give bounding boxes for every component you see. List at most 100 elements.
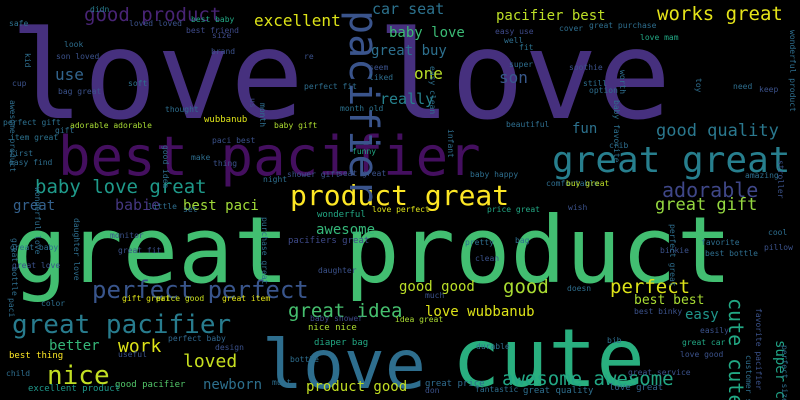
word-make: make bbox=[191, 153, 210, 162]
word-us: us bbox=[248, 98, 257, 108]
word-purchase-great: purchase great bbox=[260, 217, 269, 285]
word-gift: gift bbox=[55, 126, 74, 135]
word-amazing: amazing bbox=[745, 171, 779, 180]
word-item-great: item great bbox=[10, 133, 58, 142]
word-nice: nice bbox=[47, 361, 110, 391]
word-great-great: great great bbox=[552, 140, 790, 181]
word-worth: worth bbox=[618, 70, 627, 94]
word-perfect-gift: perfect gift bbox=[3, 118, 61, 127]
word-comfortable: comfortable bbox=[546, 179, 599, 188]
word-great-quality: great quality bbox=[523, 386, 594, 396]
word-toy: toy bbox=[694, 78, 703, 93]
word-wonderful-product: wonderful product bbox=[788, 30, 797, 112]
word-much: much bbox=[425, 291, 444, 300]
word-fantastic: fantastic bbox=[475, 385, 519, 394]
word-stroller: stroller bbox=[776, 160, 785, 199]
word-awesome: awesome bbox=[316, 222, 375, 238]
word-wubbanub: wubbanub bbox=[204, 115, 247, 125]
word-diaper-bag: diaper bag bbox=[314, 338, 368, 348]
word-great-buy: great buy bbox=[371, 43, 447, 59]
word-excellent-product: excellent product bbox=[28, 384, 120, 394]
word-cup: cup bbox=[12, 79, 27, 88]
word-newborn: newborn bbox=[203, 377, 262, 393]
word-great-gift: great gift bbox=[655, 195, 757, 215]
word-funny: funny bbox=[352, 147, 376, 156]
word-color: color bbox=[41, 299, 65, 308]
word-pacifier-best: pacifier best bbox=[496, 8, 606, 24]
word-son-loved: son loved bbox=[56, 52, 100, 61]
word-daughter-love: daughter love bbox=[72, 218, 81, 281]
word-pacifiers-great: pacifiers great bbox=[288, 236, 369, 246]
word-best-friend: best friend bbox=[186, 26, 239, 35]
word-best-binky: best binky bbox=[634, 307, 682, 316]
word-love-great: love great bbox=[609, 383, 663, 393]
word-cover: cover bbox=[559, 24, 583, 33]
word-beautiful: beautiful bbox=[506, 120, 550, 129]
word-awesome-awesome: awesome awesome bbox=[502, 368, 674, 390]
word-baby-gift: baby gift bbox=[274, 121, 318, 130]
word-perfect: perfect bbox=[610, 276, 690, 298]
word-good-quality: good quality bbox=[656, 121, 779, 141]
word-useful: useful bbox=[118, 350, 147, 359]
word-easy-clean: easy clean bbox=[428, 66, 437, 114]
word-great-idea: great idea bbox=[288, 300, 402, 322]
word-one: one bbox=[414, 64, 443, 83]
word-excellent: excellent bbox=[254, 11, 341, 30]
word-binkie: binkie bbox=[660, 246, 689, 255]
word-thought: thought bbox=[165, 105, 199, 114]
word-great-item: great item bbox=[222, 294, 270, 303]
word-great-bottle: great bottle bbox=[10, 238, 19, 296]
word-best-bottle: best bottle bbox=[705, 249, 758, 258]
word-perfect-great: perfect great bbox=[668, 224, 677, 287]
word-infant: infant bbox=[446, 129, 455, 158]
word-great-car: great car bbox=[682, 338, 726, 347]
word-perfect-size: perfect size bbox=[780, 345, 789, 400]
word-liked: liked bbox=[369, 73, 393, 82]
word-baby-love: baby love bbox=[389, 25, 465, 41]
word-great: great bbox=[13, 198, 55, 214]
word-great-fit: great fit bbox=[118, 246, 162, 255]
word-product-good: product good bbox=[306, 379, 407, 395]
word-idea-great: idea great bbox=[395, 315, 443, 324]
word-fit: fit bbox=[519, 43, 534, 52]
word-great-pacifier: great pacifier bbox=[12, 310, 231, 340]
word-need: need bbox=[733, 82, 752, 91]
word-well: well bbox=[504, 36, 523, 45]
word-baby-favorite: baby favorite bbox=[612, 100, 621, 163]
word-pacifier: pacifier bbox=[340, 10, 386, 203]
word-price-good: price good bbox=[156, 294, 204, 303]
word-thing: thing bbox=[213, 159, 237, 168]
word-wonderful-love: wonderful love bbox=[33, 187, 42, 255]
word-look: look bbox=[64, 40, 83, 49]
word-paci: paci bbox=[7, 298, 16, 317]
word-love-good: love good bbox=[680, 350, 724, 359]
word-bib: bib bbox=[607, 336, 622, 345]
word-son: son bbox=[499, 68, 528, 87]
word-monitor: monitor bbox=[110, 231, 144, 240]
word-easy-use: easy use bbox=[495, 27, 534, 36]
word-favorite: favorite bbox=[701, 238, 740, 247]
word-work: work bbox=[118, 336, 162, 357]
word-fun: fun bbox=[572, 121, 597, 137]
word-best-pacifier: best pacifier bbox=[58, 125, 481, 188]
word-still: still bbox=[583, 79, 607, 88]
word-baby-love-great: baby love great bbox=[35, 176, 207, 198]
word-seem: seem bbox=[369, 63, 388, 72]
word-cute-cute: cute cute bbox=[724, 298, 748, 400]
word-really: really bbox=[380, 90, 434, 108]
word-durable: durable bbox=[476, 342, 510, 351]
word-awesome-product: awesome product bbox=[8, 100, 17, 172]
word-super-cute: super cute bbox=[772, 340, 788, 400]
word-don: don bbox=[425, 386, 440, 395]
word-easy-find: easy find bbox=[9, 158, 53, 167]
word-cool: cool bbox=[768, 228, 787, 237]
word-great-love: great love bbox=[12, 261, 60, 270]
word-keep: keep bbox=[759, 85, 778, 94]
word-adorable-adorable: adorable adorable bbox=[70, 121, 152, 130]
word-better: better bbox=[49, 338, 100, 354]
word-loved-loved: loved loved bbox=[129, 19, 182, 28]
word-love-love: love love bbox=[10, 5, 671, 147]
word-baby-happy: baby happy bbox=[470, 170, 518, 179]
